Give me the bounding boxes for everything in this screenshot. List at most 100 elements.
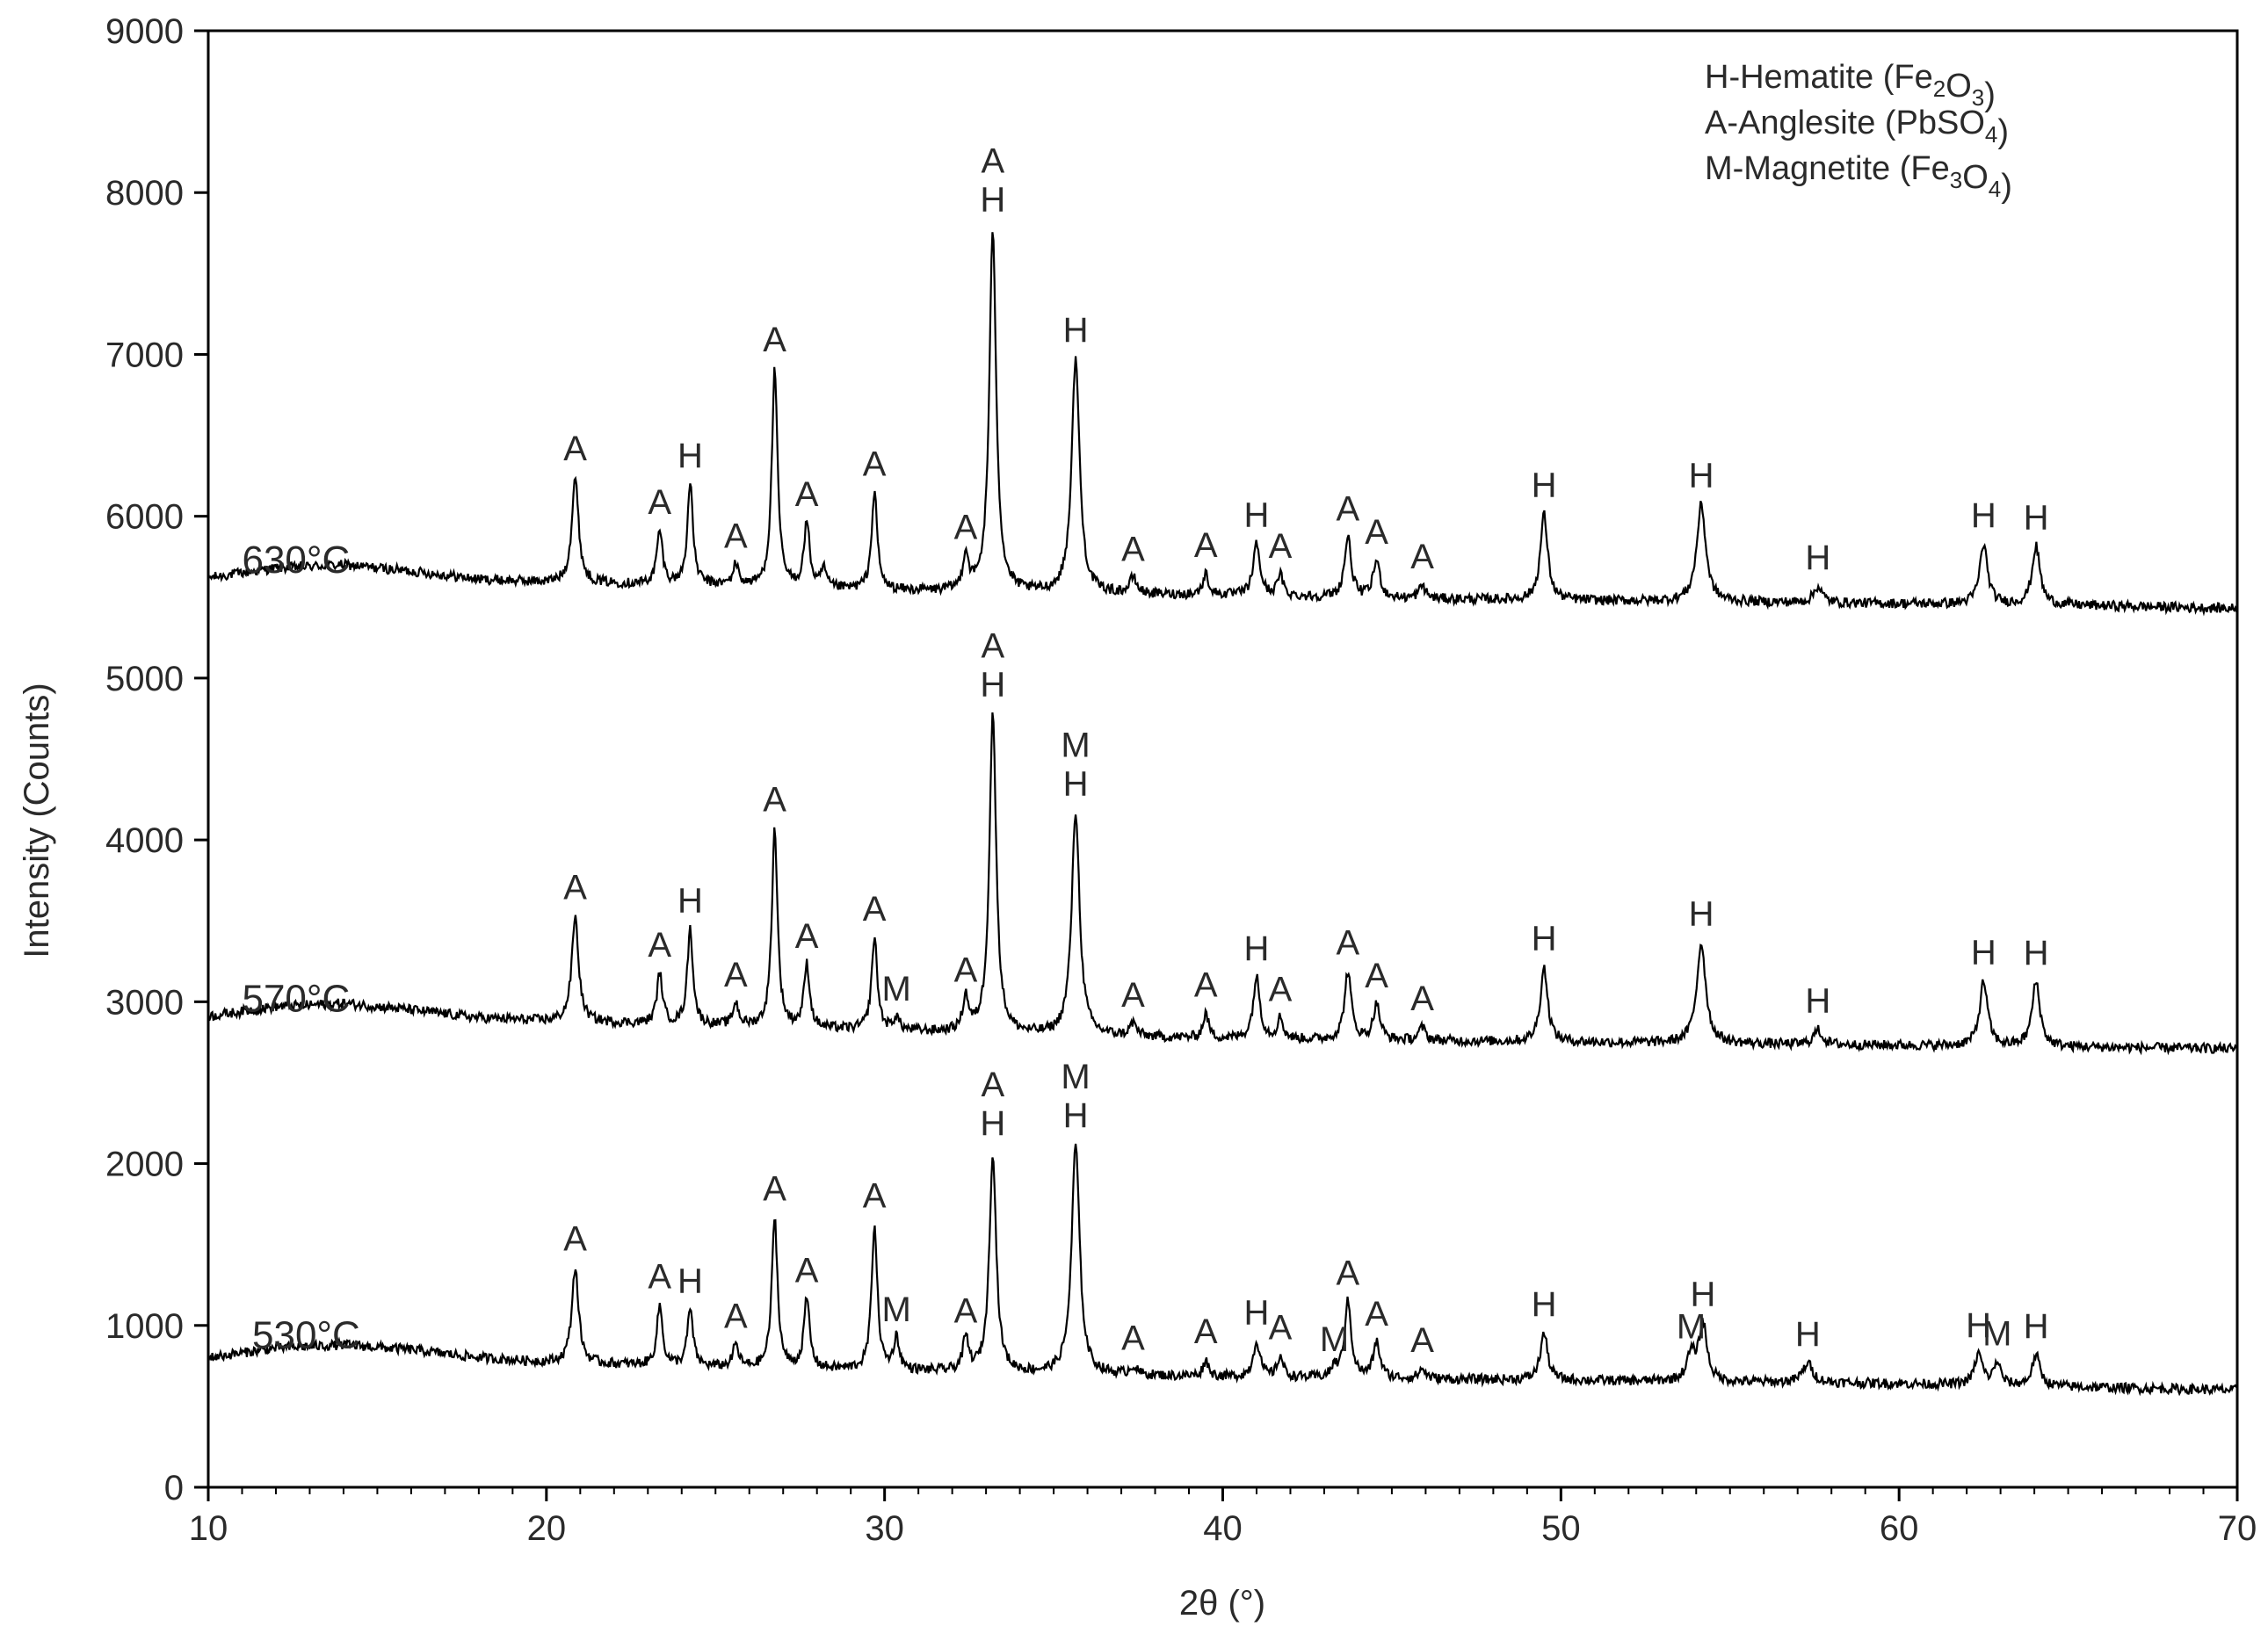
legend-entry: H-Hematite (Fe2O3) [1705,59,1996,113]
peak-label: H [1805,982,1830,1021]
peak-label: H [678,437,703,475]
y-axis-ticks: 0 1000 2000 3000 4000 5000 6000 7000 8000 9000 [105,12,208,1507]
peak-label: A [1121,976,1145,1015]
y-tick-label: 3000 [105,983,184,1022]
peak-label: A [1337,924,1360,963]
y-tick-label: 0 [164,1469,184,1507]
peak-label: A [648,1258,671,1297]
series-labels: 630°C 570°C 530°C [242,539,359,1356]
peak-label: A [981,626,1004,665]
peak-label: A [1121,531,1145,569]
peak-label: A [763,321,786,359]
peak-label: M [1320,1320,1349,1359]
peak-label: A [1337,489,1360,528]
x-tick-label: 30 [865,1509,904,1548]
peak-label: A [1337,1254,1360,1293]
peak-label: H [1063,311,1089,350]
peak-label: H [1244,1294,1270,1333]
peak-label: A [724,1297,748,1335]
y-axis-title: Intensity (Counts) [18,683,56,958]
peak-label: M [881,1290,910,1329]
peak-label: A [648,483,671,522]
x-axis-title: 2θ (°) [1179,1584,1265,1623]
x-tick-label: 60 [1880,1509,1919,1548]
series-line [207,1143,2238,1397]
y-tick-label: 1000 [105,1307,184,1346]
peak-label: M [881,970,910,1008]
peak-label: A [863,1176,887,1215]
peak-label: H [678,881,703,920]
peak-label: H [1689,895,1714,934]
peak-label: H [1063,1096,1089,1135]
peak-label: A [1365,1295,1388,1334]
peak-label: M [1061,1058,1090,1096]
x-tick-label: 20 [527,1509,567,1548]
x-axis-ticks: 10 20 30 40 50 60 70 [189,1487,2257,1548]
y-tick-label: 9000 [105,12,184,51]
peak-label: H [1691,1276,1716,1314]
peak-label: A [563,869,587,907]
peak-label: A [954,1291,978,1330]
peak-label: A [1269,1308,1293,1347]
peak-label: M [1982,1314,2011,1353]
peak-label: A [1365,957,1388,995]
x-tick-label: 10 [189,1509,228,1548]
peak-label: M [1061,726,1090,764]
peak-label: H [1244,929,1270,968]
peak-label: H [1971,496,1996,535]
peak-label: H [980,180,1005,219]
peak-label: H [1971,933,1996,972]
peak-label: H [1532,1285,1557,1324]
peak-label: M [1677,1307,1706,1346]
series-line [207,712,2238,1056]
y-tick-label: 4000 [105,821,184,860]
peak-label: A [795,1251,819,1290]
peak-label: A [981,1066,1004,1104]
peak-label: H [1532,466,1557,505]
peak-label: H [1532,919,1557,958]
peak-label: A [563,1219,587,1258]
peak-label: A [724,956,748,994]
series-lines [207,232,2238,1397]
plot-frame [207,29,2239,1489]
peak-label: A [795,475,819,514]
y-tick-label: 2000 [105,1146,184,1184]
peak-label: A [1121,1319,1145,1358]
y-tick-label: 5000 [105,660,184,698]
series-label: 570°C [242,977,350,1020]
peak-label: H [678,1261,703,1300]
x-tick-label: 70 [2218,1509,2257,1548]
peak-label: A [724,517,748,556]
peak-label: A [763,1170,786,1209]
y-tick-label: 8000 [105,174,184,213]
peak-label: A [863,445,887,484]
peak-label: A [1194,966,1218,1005]
peak-label: A [1410,980,1434,1018]
legend-entry: A-Anglesite (PbSO4) [1705,105,2009,150]
peak-label: H [2024,934,2049,972]
peak-label: A [1269,527,1293,566]
series-label: 630°C [242,539,350,582]
legend: H-Hematite (Fe2O3)A-Anglesite (PbSO4)M-M… [1705,59,2012,205]
peak-label: A [954,509,978,547]
peak-label: H [1805,539,1830,577]
peak-label: A [1194,1312,1218,1351]
y-tick-label: 6000 [105,498,184,537]
peak-label: H [1689,456,1714,495]
peak-label: A [763,780,786,819]
peak-label: A [954,951,978,989]
peak-label: H [980,665,1005,704]
peak-label: A [863,890,887,929]
peak-label: H [2024,1307,2049,1346]
peak-label: A [648,926,671,965]
x-tick-label: 50 [1541,1509,1581,1548]
peak-label: A [1365,513,1388,552]
peak-label: A [1194,526,1218,565]
peak-label: A [795,917,819,956]
peak-label: H [1966,1306,1991,1345]
peak-label: H [1795,1315,1821,1354]
peak-label: H [980,1104,1005,1143]
